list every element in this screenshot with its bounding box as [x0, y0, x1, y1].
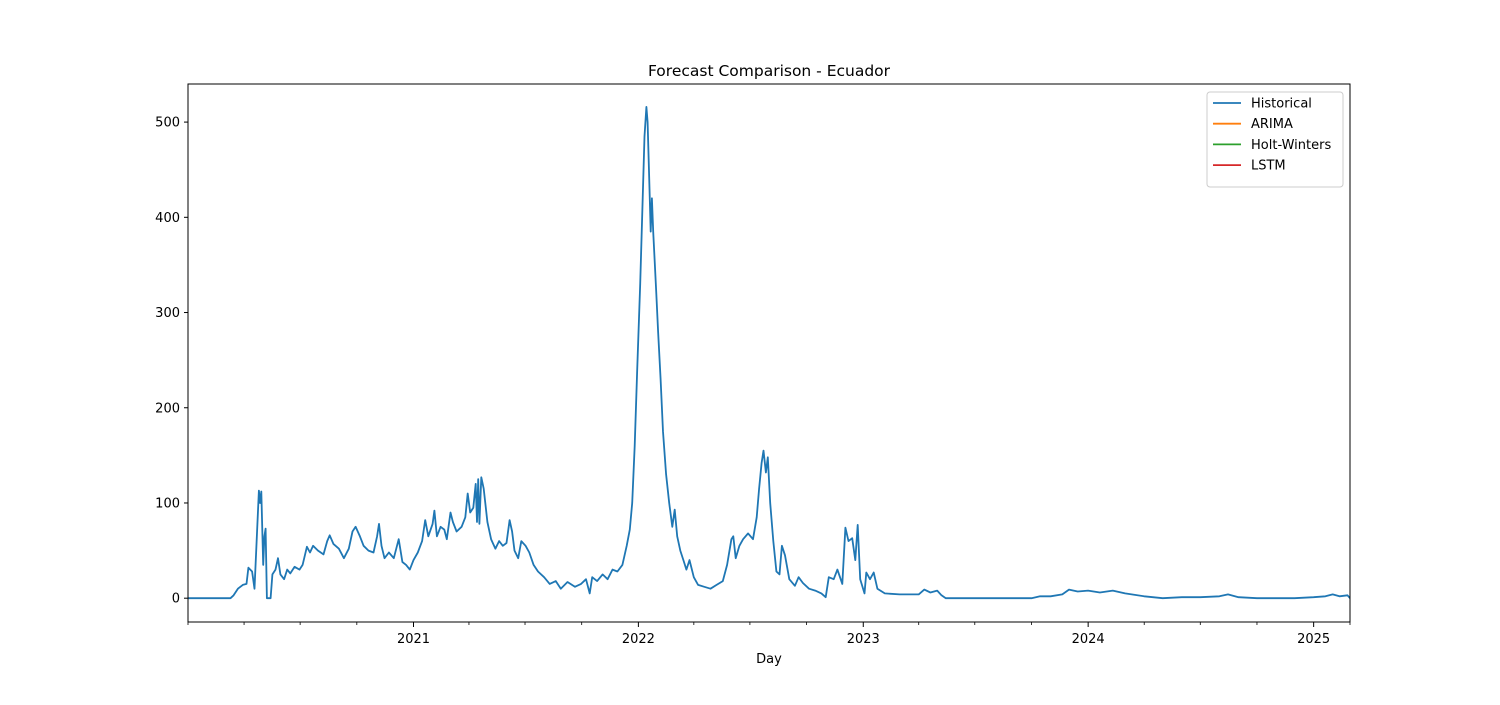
- y-tick-label: 400: [155, 211, 180, 226]
- x-tick-label: 2024: [1072, 632, 1105, 647]
- legend-label: LSTM: [1251, 159, 1286, 174]
- legend-label: Holt-Winters: [1251, 138, 1331, 153]
- x-tick-label: 2021: [397, 632, 430, 647]
- legend-label: Historical: [1251, 97, 1312, 112]
- x-tick-label: 2023: [847, 632, 880, 647]
- y-tick-label: 200: [155, 401, 180, 416]
- x-tick-label: 2022: [622, 632, 655, 647]
- series-layer: [188, 106, 1350, 600]
- y-tick-label: 0: [172, 592, 180, 607]
- x-axis-label: Day: [756, 652, 782, 667]
- legend: Historical ARIMA Holt-Winters LSTM: [1206, 91, 1344, 188]
- series-line-historical: [188, 106, 1350, 600]
- chart-title: Forecast Comparison - Ecuador: [648, 62, 891, 80]
- y-tick-label: 100: [155, 496, 180, 511]
- legend-label: ARIMA: [1251, 117, 1293, 132]
- plot-frame: [187, 83, 1351, 623]
- x-tick-label: 2025: [1297, 632, 1330, 647]
- legend-frame: [1206, 91, 1344, 188]
- y-tick-label: 500: [155, 116, 180, 131]
- y-tick-label: 300: [155, 306, 180, 321]
- axes-layer: 0 100 200 300 400 500 2021 2022 2023 2024 2025: [155, 83, 1351, 647]
